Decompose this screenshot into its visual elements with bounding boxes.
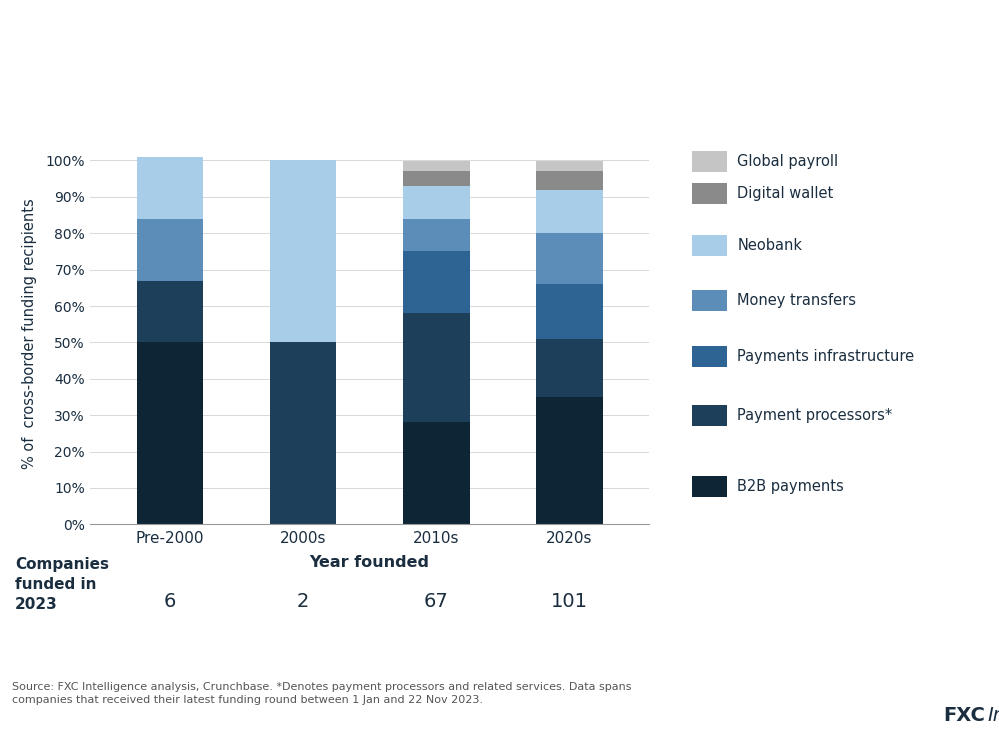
Text: B2B payments: B2B payments [737, 479, 844, 494]
Text: 101: 101 [550, 592, 588, 610]
Bar [403, 422, 470, 524]
Bar [536, 233, 602, 284]
Bar [403, 160, 470, 172]
Bar [536, 172, 602, 189]
Bar [692, 346, 727, 367]
Text: 67: 67 [424, 592, 449, 610]
Bar [692, 405, 727, 426]
Bar [403, 313, 470, 422]
Bar [692, 151, 727, 172]
Text: Cross-border payments companies that received funding by type, year founded: Cross-border payments companies that rec… [15, 67, 657, 82]
Text: Money transfers: Money transfers [737, 294, 856, 309]
Bar [270, 342, 337, 524]
Bar [692, 235, 727, 256]
Bar [403, 172, 470, 186]
Text: Digital wallet: Digital wallet [737, 187, 833, 201]
Bar [403, 252, 470, 313]
Bar [403, 219, 470, 252]
Text: FXC: FXC [943, 706, 985, 725]
Bar [536, 397, 602, 524]
Bar [270, 160, 337, 342]
Text: Neobank: Neobank [737, 238, 802, 253]
Bar [137, 342, 203, 524]
X-axis label: Year founded: Year founded [310, 554, 430, 569]
Bar [137, 281, 203, 342]
Bar [692, 476, 727, 497]
Bar [137, 157, 203, 219]
Text: Companies
funded in
2023: Companies funded in 2023 [15, 557, 109, 612]
Bar [536, 160, 602, 172]
Bar [536, 284, 602, 339]
Bar [692, 291, 727, 312]
Text: B2B has seen growth as both a sector and a funding area in 2023: B2B has seen growth as both a sector and… [15, 9, 859, 32]
Text: Global payroll: Global payroll [737, 154, 838, 169]
Bar [536, 189, 602, 233]
Bar [692, 184, 727, 204]
Y-axis label: % of  cross-border funding recipients: % of cross-border funding recipients [22, 198, 37, 469]
Text: Payments infrastructure: Payments infrastructure [737, 349, 914, 364]
Text: Intelligence: Intelligence [988, 706, 999, 725]
Bar [536, 339, 602, 397]
Text: Source: FXC Intelligence analysis, Crunchbase. *Denotes payment processors and r: Source: FXC Intelligence analysis, Crunc… [12, 682, 631, 705]
Text: Payment processors*: Payment processors* [737, 408, 892, 423]
Bar [403, 186, 470, 219]
Bar [137, 219, 203, 281]
Text: 2: 2 [297, 592, 310, 610]
Text: 6: 6 [164, 592, 176, 610]
